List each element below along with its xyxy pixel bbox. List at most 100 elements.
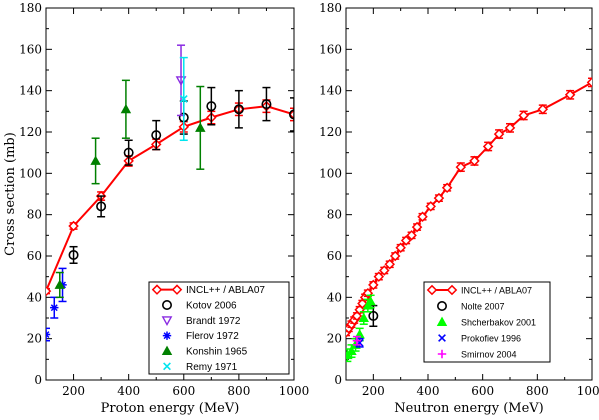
- data-point: [406, 230, 417, 241]
- x-tick-label: 800: [526, 384, 549, 398]
- data-point: [368, 279, 379, 291]
- x-tick-label: 200: [62, 384, 85, 398]
- legend-marker: [436, 300, 447, 311]
- data-point: [46, 285, 52, 297]
- series-nolte-2007: [368, 304, 379, 328]
- data-point: [50, 303, 59, 312]
- series-konshin-1965: [54, 79, 206, 299]
- y-tick-label: 140: [319, 84, 342, 98]
- y-tick-label: 160: [19, 42, 42, 56]
- data-point: [373, 271, 385, 282]
- data-point: [433, 192, 445, 204]
- legend-marker: [161, 345, 173, 355]
- legend-marker: [446, 284, 458, 296]
- y-tick-label: 120: [319, 125, 342, 139]
- data-point: [395, 242, 406, 253]
- data-point: [441, 182, 453, 194]
- legend-marker: [163, 362, 171, 371]
- data-point: [455, 161, 467, 173]
- legend-marker: [436, 316, 448, 326]
- x-tick-label: 1000: [577, 384, 599, 398]
- legend-marker: [426, 284, 438, 296]
- legend-label: Prokofiev 1996: [461, 334, 521, 344]
- x-tick-label: 600: [172, 384, 195, 398]
- data-point: [368, 310, 379, 321]
- data-point: [504, 122, 516, 134]
- legend-label: INCL++ / ABLA07: [186, 285, 265, 296]
- data-point: [195, 122, 206, 132]
- data-point: [54, 279, 65, 289]
- data-point: [123, 147, 134, 158]
- y-tick-label: 180: [19, 1, 42, 15]
- y-tick-label: 60: [327, 249, 342, 263]
- series-incl-abla07: [346, 77, 592, 338]
- data-point: [564, 89, 576, 101]
- legend-marker: [438, 334, 446, 342]
- data-point: [379, 265, 390, 276]
- data-point: [469, 155, 480, 167]
- data-point: [352, 336, 362, 345]
- data-point: [90, 155, 101, 165]
- y-tick-label: 120: [19, 125, 42, 139]
- legend: INCL++ / ABLA07 Nolte 2007 Shcherbakov 200…: [423, 281, 551, 363]
- data-point: [482, 141, 494, 152]
- data-point: [365, 296, 376, 306]
- data-point: [358, 312, 369, 322]
- y-tick-label: 80: [327, 208, 342, 222]
- legend-label: Konshin 1965: [186, 347, 248, 358]
- legend-label: Smirnov 2004: [461, 350, 517, 360]
- panel-neutron: 0 20 40 60 80 100 120 140 160 180 200 400 600 800 1000…: [319, 1, 599, 416]
- data-point: [233, 104, 244, 115]
- legend-marker: [171, 284, 183, 295]
- legend-marker: [437, 349, 447, 359]
- x-tick-label: 200: [362, 384, 385, 398]
- data-point: [289, 109, 294, 120]
- y-tick-label: 100: [19, 166, 42, 180]
- x-tick-label: 1000: [279, 384, 310, 398]
- series-line: [46, 105, 294, 292]
- legend-marker: [162, 331, 172, 340]
- x-axis-title: Proton energy (MeV): [101, 401, 240, 416]
- data-point: [586, 77, 592, 88]
- y-axis-title: Cross section (mb): [3, 132, 18, 256]
- series-incl-abla07: [46, 99, 294, 297]
- y-tick-label: 160: [319, 42, 342, 56]
- data-point: [518, 110, 529, 121]
- data-point: [288, 109, 294, 120]
- x-tick-label: 600: [471, 384, 494, 398]
- y-tick-label: 180: [319, 1, 342, 15]
- data-point: [493, 128, 505, 140]
- data-point: [411, 221, 423, 233]
- series-flerov-1972: [46, 267, 67, 342]
- plot-area: [46, 44, 294, 342]
- y-tick-label: 20: [27, 332, 42, 346]
- legend-label: Flerov 1972: [186, 331, 239, 342]
- y-tick-label: 80: [27, 208, 42, 222]
- y-tick-label: 40: [327, 290, 342, 304]
- legend-box: [148, 281, 290, 375]
- data-point: [68, 249, 79, 260]
- y-tick-label: 0: [34, 373, 42, 387]
- data-point: [46, 330, 51, 339]
- x-tick-label: 400: [417, 384, 440, 398]
- data-point: [389, 250, 401, 262]
- data-point: [206, 101, 217, 112]
- y-tick-label: 0: [334, 373, 342, 387]
- data-point: [537, 104, 549, 115]
- legend-marker: [162, 299, 173, 310]
- series-kotov-2006: [68, 86, 294, 264]
- legend-marker: [151, 284, 163, 295]
- y-tick-label: 140: [19, 84, 42, 98]
- plot-area: [346, 77, 592, 363]
- y-tick-label: 60: [27, 249, 42, 263]
- data-point: [68, 220, 79, 232]
- data-point: [417, 211, 428, 222]
- x-tick-label: 800: [227, 384, 250, 398]
- data-point: [120, 103, 132, 114]
- data-point: [425, 201, 436, 212]
- x-tick-label: 400: [117, 384, 140, 398]
- y-tick-label: 100: [319, 166, 342, 180]
- legend-label: Nolte 2007: [461, 302, 505, 312]
- legend-label: Shcherbakov 2001: [461, 318, 536, 328]
- legend-label: Brandt 1972: [186, 316, 241, 327]
